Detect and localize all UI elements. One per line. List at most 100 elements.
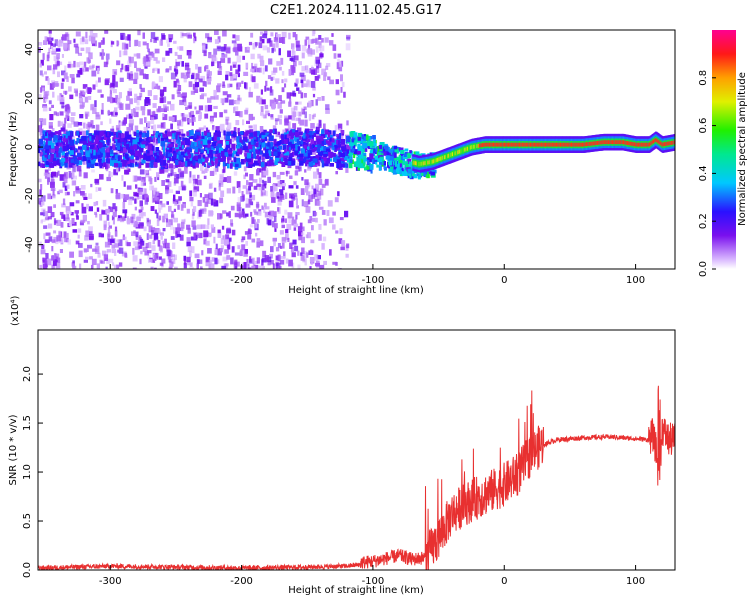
- spectrogram-cell: [290, 143, 296, 149]
- spectrogram-cell: [259, 126, 264, 133]
- spectrogram-cell: [198, 115, 202, 121]
- spectrogram-cell: [87, 96, 92, 100]
- spectrogram-cell: [145, 97, 150, 104]
- spectrogram-cell: [253, 135, 257, 140]
- spectrogram-cell: [252, 42, 256, 50]
- spectrogram-cell: [119, 77, 124, 82]
- spectrogram-cell: [284, 209, 288, 215]
- spectrogram-cell: [197, 234, 201, 239]
- spectrogram-cell: [383, 161, 386, 166]
- spectrogram-cell: [109, 97, 114, 104]
- spectrogram-cell: [275, 41, 279, 48]
- spectrogram-cell: [338, 152, 341, 158]
- spectrogram-cell: [213, 105, 218, 109]
- spectrogram-cell: [38, 94, 42, 101]
- spectrogram-cell: [83, 61, 87, 68]
- spectrogram-cell: [107, 139, 110, 146]
- spectrogram-cell: [301, 81, 304, 88]
- spectrogram-cell: [292, 111, 297, 118]
- spectrogram-cell: [245, 172, 248, 177]
- spectrogram-cell: [125, 36, 128, 41]
- spectrogram-cell: [60, 268, 65, 269]
- spectrogram-cell: [204, 65, 209, 70]
- spectrogram-cell: [363, 148, 366, 153]
- spectrogram-cell: [40, 219, 43, 224]
- spectrogram-cell: [233, 157, 237, 163]
- spectrogram-cell: [353, 132, 358, 138]
- spectrogram-cell: [138, 189, 143, 195]
- spectrogram-cell: [272, 171, 277, 178]
- spectrogram-cell: [300, 252, 303, 256]
- spectrogram-cell: [260, 89, 263, 95]
- spectrogram-cell: [339, 133, 342, 139]
- spectrogram-cell: [271, 70, 276, 76]
- spectrogram-cell: [51, 255, 55, 261]
- spectrogram-cell: [107, 158, 110, 163]
- spectrogram-cell: [357, 132, 363, 138]
- spectrogram-cell: [136, 53, 141, 59]
- spectrogram-cell: [119, 159, 124, 163]
- spectrogram-cell: [236, 202, 241, 206]
- spectrogram-cell: [202, 139, 208, 145]
- spectrogram-cell: [315, 59, 320, 64]
- spectrogram-cell: [43, 140, 46, 146]
- spectrogram-cell: [204, 201, 209, 207]
- spectrogram-cell: [47, 65, 52, 71]
- spectrogram-cell: [326, 137, 332, 140]
- spectrogram-cell: [302, 256, 306, 263]
- spectrogram-cell: [298, 111, 302, 117]
- spectrogram-cell: [295, 78, 299, 84]
- spectrogram-cell: [260, 161, 265, 168]
- spectrogram-cell: [150, 157, 155, 163]
- spectrogram-cell: [265, 132, 270, 136]
- spectrogram-cell: [275, 78, 280, 84]
- spectrogram-cell: [71, 218, 75, 224]
- spectrogram-cell: [75, 31, 81, 37]
- spectrogram-cell: [293, 223, 299, 228]
- spectrogram-cell: [108, 258, 114, 263]
- spectrogram-cell: [402, 171, 407, 176]
- spectrogram-cell: [292, 138, 298, 144]
- spectrogram-cell: [153, 137, 156, 143]
- spectrogram-cell: [179, 46, 184, 51]
- spectrogram-cell: [59, 174, 65, 181]
- spectrogram-cell: [47, 154, 51, 160]
- spectrogram-cell: [164, 106, 169, 111]
- spectrogram-cell: [182, 117, 187, 122]
- spectrogram-cell: [226, 176, 232, 183]
- spectrogram-cell: [325, 178, 329, 186]
- spectrogram-cell: [339, 166, 343, 170]
- spectrogram-cell: [145, 173, 150, 178]
- spectrogram-cell: [227, 138, 232, 145]
- spectrogram-cell: [190, 110, 194, 118]
- spectrogram-cell: [207, 140, 211, 144]
- spectrogram-cell: [66, 145, 69, 151]
- spectrogram-cell: [83, 155, 87, 162]
- spectrogram-cell: [157, 174, 160, 181]
- spectrogram-cell: [281, 218, 285, 223]
- spectrogram-cell: [210, 198, 214, 206]
- spectrogram-cell: [65, 32, 69, 37]
- spectrogram-cell: [296, 205, 299, 209]
- spectrogram-cell: [208, 259, 213, 265]
- spectrogram-cell: [423, 172, 426, 177]
- spectrogram-cell: [139, 118, 143, 125]
- spectrogram-cell: [367, 157, 372, 163]
- spectrogram-cell: [217, 83, 222, 87]
- spectrogram-cell: [117, 138, 121, 143]
- spectrogram-cell: [331, 33, 334, 37]
- spectrogram-cell: [173, 138, 176, 145]
- spectrogram-cell: [336, 162, 340, 168]
- spectrogram-cell: [327, 140, 332, 146]
- spectrogram-cell: [201, 250, 204, 256]
- spectrogram-cell: [229, 148, 233, 152]
- spectrogram-cell: [156, 212, 159, 219]
- spectrogram-cell: [295, 40, 300, 48]
- spectrogram-cell: [50, 149, 55, 153]
- spectrogram-cell: [210, 96, 215, 100]
- spectrogram-cell: [79, 67, 83, 75]
- spectrogram-cell: [60, 121, 64, 126]
- spectrogram-cell: [399, 154, 405, 158]
- spectrogram-cell: [99, 174, 104, 180]
- spectrogram-cell: [229, 83, 233, 88]
